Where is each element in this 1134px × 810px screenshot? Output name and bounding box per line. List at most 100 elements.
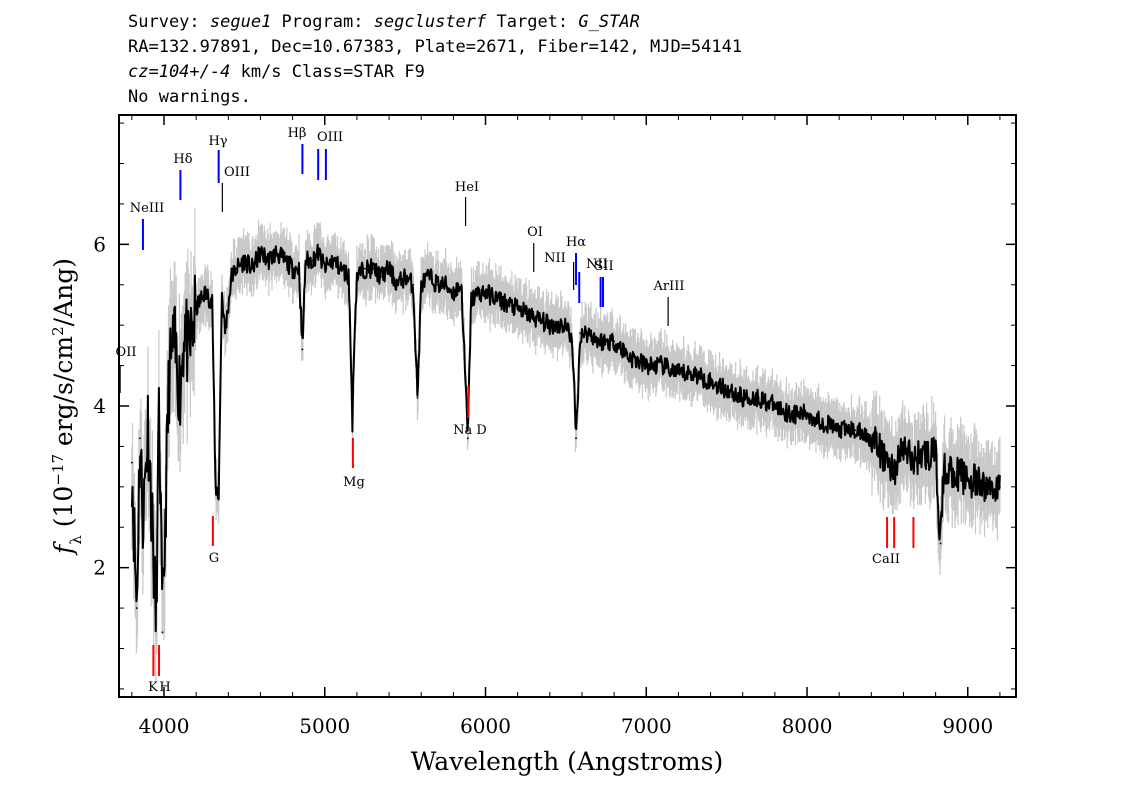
spectrum-point	[629, 356, 632, 359]
spectrum-point	[516, 308, 519, 310]
line-marker-label: Mg	[343, 475, 365, 490]
spectrum-point	[187, 356, 190, 359]
line-marker-label: OII	[116, 345, 137, 360]
line-markers: OII NeIII Hδ Hγ Hβ HeI OI ArIII Mg G Na D OIII OIII N…	[116, 126, 915, 695]
line-marker-label: NeIII	[130, 201, 164, 216]
spectrum-point	[130, 461, 133, 464]
spectrum-point	[548, 324, 551, 327]
spectrum-point	[822, 421, 824, 424]
spectrum-point	[838, 429, 841, 432]
spectrum-point	[211, 300, 214, 302]
spectrum-point	[243, 259, 246, 262]
line-marker-label: H	[159, 680, 170, 695]
spectrum-point	[304, 259, 307, 262]
spectrum-point	[301, 348, 304, 351]
line-marker-label: K	[148, 680, 158, 695]
spectrum-point	[854, 429, 857, 432]
spectrum-point	[251, 267, 254, 270]
spectrum-point	[918, 453, 921, 456]
spectrum-point	[741, 397, 744, 399]
x-tick-label: 6000	[460, 714, 511, 738]
warnings-text: No warnings.	[128, 87, 251, 107]
spectrum-point	[404, 275, 407, 278]
spectrum-line	[130, 243, 1001, 633]
line-marker-label: Hδ	[173, 152, 192, 167]
spectrum-point	[351, 421, 354, 424]
target-value: G_STAR	[578, 12, 640, 32]
spectrum-point	[966, 477, 969, 480]
line-marker-label: NII	[544, 251, 566, 266]
plot-frame	[118, 114, 1017, 698]
spectrum-point	[579, 332, 582, 335]
spectrum-point	[155, 623, 157, 626]
spectrum-point	[372, 267, 374, 270]
spectrum-point	[347, 275, 350, 278]
spectrum-point	[999, 485, 1001, 488]
axis-ticks: 4000 5000 6000 7000 8000 9000 2 4 6	[93, 115, 1016, 738]
spectrum-point	[142, 518, 145, 521]
spectrum-point	[147, 421, 149, 424]
spectrum-point	[532, 316, 535, 318]
survey-value: segue1	[209, 12, 272, 32]
spectrum-point	[444, 283, 447, 286]
spectrum-point	[267, 259, 270, 262]
spectrum-point	[298, 267, 300, 270]
spectrum-point	[466, 437, 469, 440]
spectrum-point	[291, 267, 294, 270]
line-marker-label: NII	[586, 257, 608, 272]
spectrum-point	[195, 308, 198, 310]
spectrum-point	[158, 405, 161, 407]
line-marker-label: Hα	[566, 235, 586, 250]
spectrum-point	[135, 607, 138, 609]
spectrum-point	[452, 291, 455, 294]
spectrum-point	[589, 332, 591, 335]
spectrum-point	[939, 542, 942, 545]
line-marker-label: Hγ	[208, 134, 227, 149]
spectrum-point	[230, 275, 233, 278]
spectrum-point	[757, 397, 760, 399]
spectrum-point	[645, 364, 648, 367]
spectrum-point	[161, 631, 164, 634]
spectrum-point	[220, 291, 223, 294]
line-marker-label: OIII	[224, 165, 250, 180]
spectrum-point	[806, 413, 808, 415]
spectrum-point	[283, 259, 286, 262]
program-value: segclusterf	[373, 12, 487, 32]
spectrum-point	[500, 300, 503, 302]
spectrum-point	[571, 340, 574, 343]
spectrum-point	[912, 461, 915, 464]
spectrum-point	[167, 380, 170, 383]
spectrum-point	[317, 251, 320, 254]
x-tick-label: 4000	[139, 714, 190, 738]
spectrum-point	[893, 469, 896, 472]
x-tick-label: 9000	[942, 714, 993, 738]
spectrum-point	[870, 437, 873, 440]
line-marker-label: Hβ	[288, 126, 307, 141]
y-axis-title: fλ (10−17 erg/s/cm2/Ang)	[49, 258, 85, 556]
line-marker-label: HeI	[455, 180, 479, 195]
y-tick-label: 2	[93, 556, 106, 580]
spectrum-point	[886, 461, 888, 464]
x-tick-label: 5000	[299, 714, 350, 738]
spectrum-point	[356, 275, 358, 278]
header-line-1: Survey: segue1 Program: segclusterf Targ…	[128, 12, 640, 32]
spectrum-point	[388, 267, 390, 270]
spectrum-point	[339, 267, 342, 270]
spectrum-point	[203, 291, 206, 294]
header-line-2: RA=132.97891, Dec=10.67383, Plate=2671, …	[128, 37, 743, 57]
spectrum-point	[934, 453, 937, 456]
spectrum-point	[412, 283, 415, 286]
spectrum-point	[773, 405, 776, 407]
spectrum-point	[428, 275, 431, 278]
spectrum-point	[396, 283, 399, 286]
spectrum-point	[259, 251, 262, 254]
spectrum-point	[790, 413, 792, 415]
spectrum-point	[138, 437, 141, 440]
spectrum-point	[476, 291, 479, 294]
spectrum-point	[364, 267, 366, 270]
spectrum-point	[709, 380, 712, 383]
spectrum-point	[677, 372, 680, 375]
spectrum-point	[725, 388, 728, 391]
program-label: Program:	[271, 12, 374, 32]
